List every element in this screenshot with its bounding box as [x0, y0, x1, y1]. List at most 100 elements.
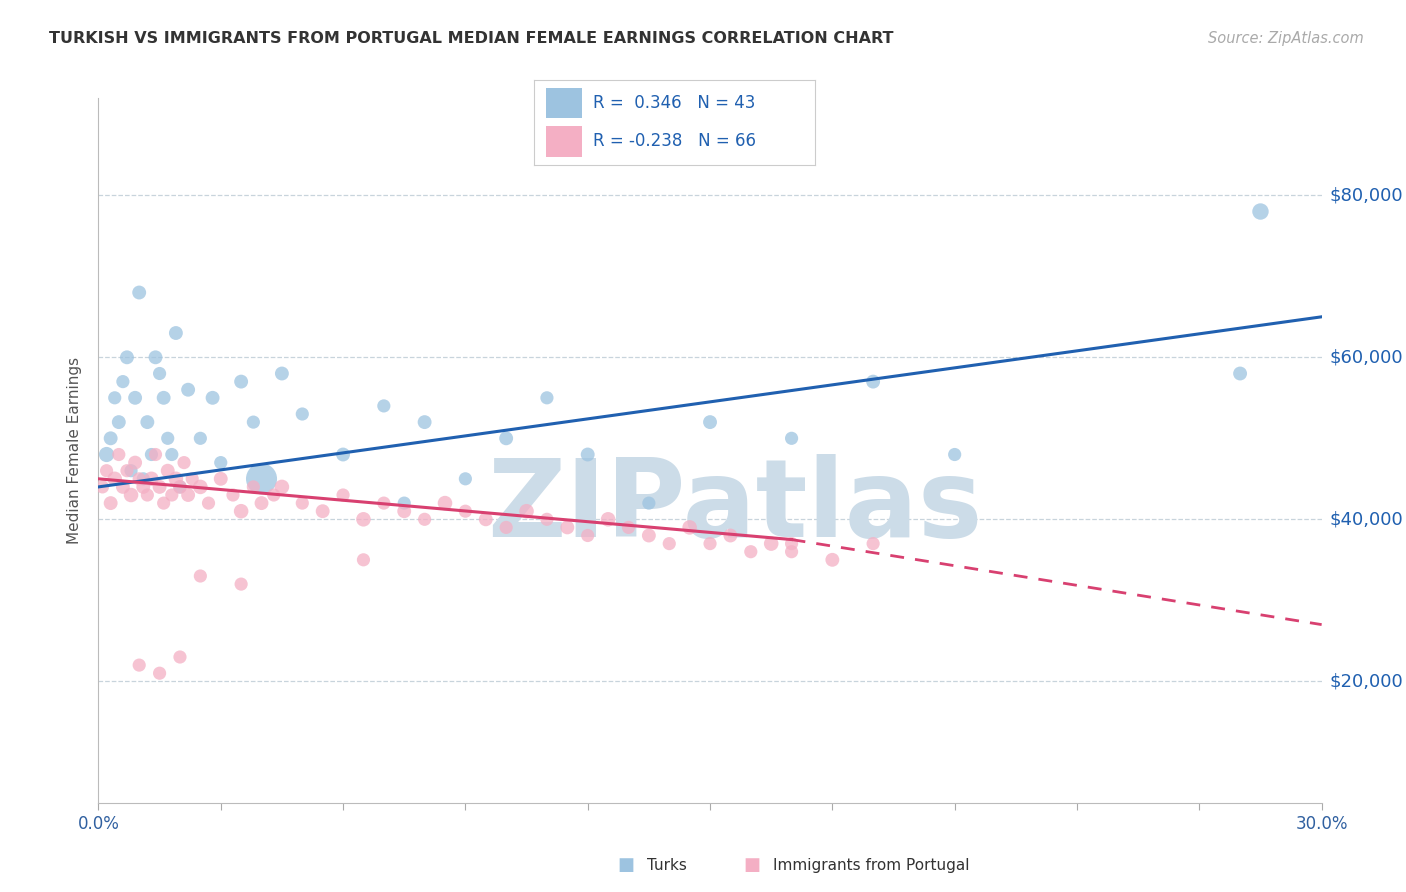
Point [104, 472, 127, 486]
Point [780, 536, 803, 550]
Point [699, 536, 721, 550]
Point [291, 496, 314, 510]
Point [718, 528, 742, 542]
Text: ■: ■ [744, 856, 761, 874]
Point [181, 472, 204, 486]
Point [637, 496, 661, 510]
Point [555, 520, 579, 534]
Point [149, 480, 172, 494]
Point [373, 496, 395, 510]
Point [177, 383, 200, 397]
Point [352, 512, 374, 526]
Point [177, 488, 200, 502]
Point [209, 472, 232, 486]
Point [115, 351, 138, 365]
Point [96, 448, 118, 462]
Point [250, 496, 273, 510]
Point [124, 456, 146, 470]
Y-axis label: Median Female Earnings: Median Female Earnings [67, 357, 83, 544]
Point [149, 367, 172, 381]
Point [197, 496, 219, 510]
Point [128, 285, 150, 300]
Point [474, 512, 498, 526]
Point [173, 456, 195, 470]
Point [120, 464, 142, 478]
Point [536, 391, 558, 405]
Point [413, 512, 436, 526]
Point [136, 488, 159, 502]
Point [658, 536, 681, 550]
Text: ■: ■ [617, 856, 634, 874]
Point [761, 536, 783, 550]
Point [352, 553, 374, 567]
Point [91, 480, 114, 494]
Bar [546, 88, 582, 119]
Point [188, 569, 212, 583]
Point [165, 326, 187, 340]
Point [617, 520, 640, 534]
Point [136, 415, 159, 429]
Point [242, 415, 264, 429]
Point [132, 480, 155, 494]
Point [373, 399, 395, 413]
Point [188, 431, 212, 445]
Point [454, 504, 477, 518]
Point [392, 496, 416, 510]
Point [209, 456, 232, 470]
Text: R = -0.238   N = 66: R = -0.238 N = 66 [593, 132, 756, 150]
Point [291, 407, 314, 421]
Text: $80,000: $80,000 [1330, 186, 1403, 204]
Point [250, 472, 273, 486]
Point [145, 448, 167, 462]
Point [536, 512, 558, 526]
Point [201, 391, 224, 405]
Point [100, 496, 122, 510]
Point [679, 520, 702, 534]
Text: Source: ZipAtlas.com: Source: ZipAtlas.com [1208, 31, 1364, 46]
Point [454, 472, 477, 486]
Text: $60,000: $60,000 [1330, 348, 1403, 367]
Point [231, 577, 253, 591]
Point [108, 448, 131, 462]
Point [141, 472, 163, 486]
Point [222, 488, 245, 502]
Point [152, 496, 174, 510]
Point [145, 351, 167, 365]
Text: $40,000: $40,000 [1330, 510, 1403, 528]
Point [780, 545, 803, 559]
Point [149, 666, 172, 681]
Point [128, 472, 150, 486]
Point [434, 496, 457, 510]
Point [270, 367, 294, 381]
Text: Turks: Turks [647, 858, 686, 872]
Point [124, 391, 146, 405]
Point [332, 448, 354, 462]
Point [160, 488, 183, 502]
Point [108, 415, 131, 429]
Point [169, 480, 191, 494]
Point [576, 448, 599, 462]
Text: ZIPatlas: ZIPatlas [486, 454, 983, 560]
Bar [546, 126, 582, 157]
Text: Immigrants from Portugal: Immigrants from Portugal [773, 858, 970, 872]
Point [699, 415, 721, 429]
Point [152, 391, 174, 405]
Point [862, 375, 884, 389]
Point [231, 375, 253, 389]
Point [862, 536, 884, 550]
Point [165, 472, 187, 486]
Point [156, 431, 179, 445]
Point [1249, 204, 1271, 219]
Point [115, 464, 138, 478]
Point [242, 480, 264, 494]
Point [141, 448, 163, 462]
Text: R =  0.346   N = 43: R = 0.346 N = 43 [593, 95, 755, 112]
Point [231, 504, 253, 518]
Point [169, 480, 191, 494]
Point [740, 545, 762, 559]
Point [413, 415, 436, 429]
Point [111, 375, 134, 389]
Point [312, 504, 335, 518]
Point [332, 488, 354, 502]
Point [392, 504, 416, 518]
